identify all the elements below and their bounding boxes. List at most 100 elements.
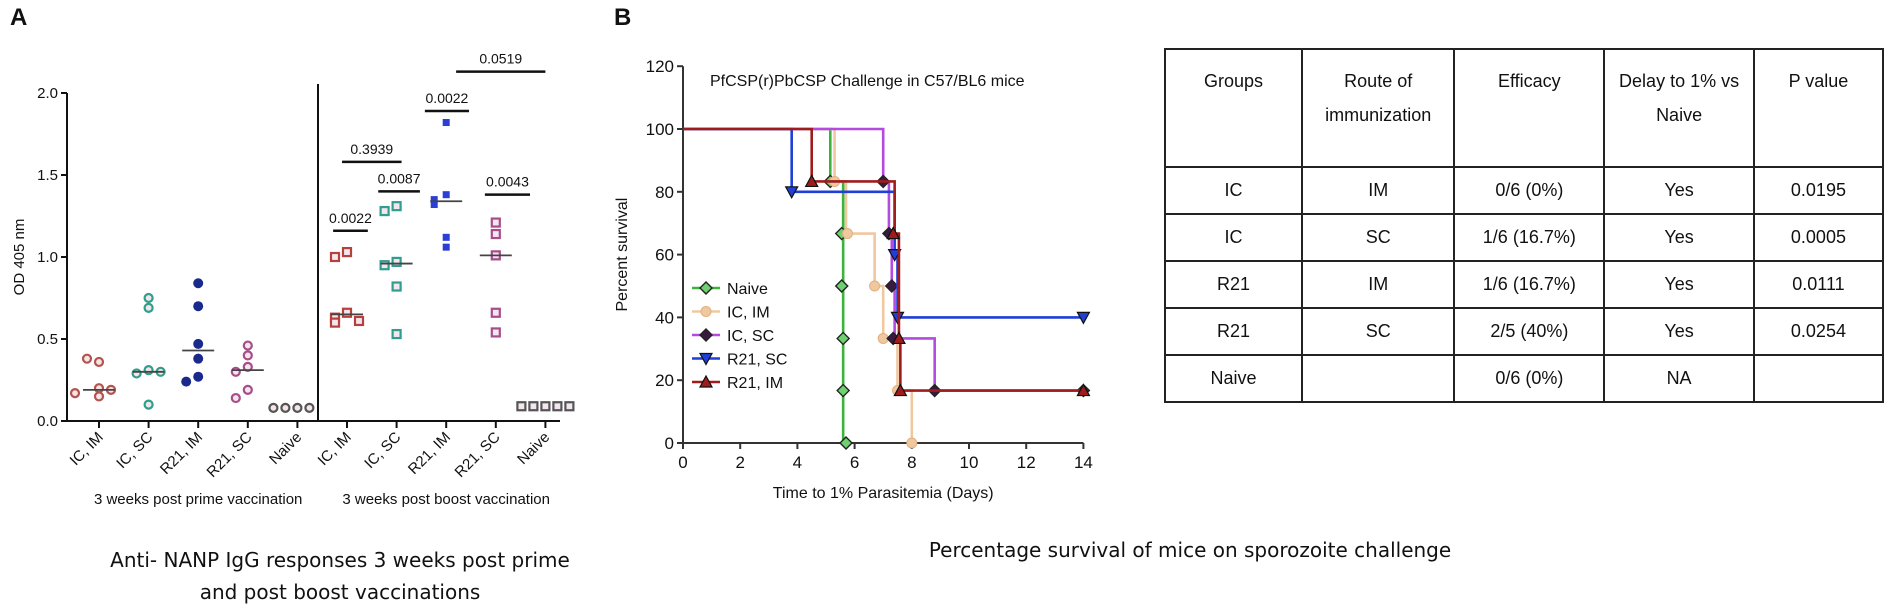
a-data-point xyxy=(391,256,402,268)
a-data-point xyxy=(391,281,402,292)
a-data-point xyxy=(143,302,154,313)
b-legend-label: R21, IM xyxy=(727,375,783,392)
a-y-tick-label: 0.5 xyxy=(37,331,58,348)
a-p-value-label: 0.0087 xyxy=(378,170,421,186)
b-censor-marker xyxy=(869,280,881,292)
a-y-axis-label: OD 405 nm xyxy=(11,219,28,296)
a-data-point xyxy=(430,201,438,209)
b-censor-marker xyxy=(836,331,851,346)
table-row: R21 IM 1/6 (16.7%) Yes 0.0111 xyxy=(1164,260,1884,309)
table-cell: Yes xyxy=(1603,213,1755,262)
a-p-value-label: 0.0043 xyxy=(486,174,529,190)
b-y-tick-label: 80 xyxy=(655,183,674,202)
a-data-point xyxy=(242,350,253,361)
b-y-tick-label: 100 xyxy=(646,120,674,139)
a-data-point xyxy=(490,327,501,338)
b-legend-marker xyxy=(698,374,714,388)
table-cell: 2/5 (40%) xyxy=(1453,307,1606,356)
b-censor-marker xyxy=(884,279,899,293)
table-cell: Yes xyxy=(1603,166,1755,215)
table-cell: Naive xyxy=(1164,354,1303,403)
b-y-tick-label: 40 xyxy=(655,308,674,327)
a-data-point xyxy=(329,317,341,328)
a-data-point xyxy=(391,328,402,340)
b-x-tick-label: 12 xyxy=(1017,453,1036,472)
a-p-value-label: 0.0519 xyxy=(479,51,522,67)
table-row: IC SC 1/6 (16.7%) Yes 0.0005 xyxy=(1164,213,1884,262)
a-data-point xyxy=(242,384,253,395)
a-category-label: Naive xyxy=(514,429,553,468)
table-cell: 0/6 (0%) xyxy=(1453,166,1606,215)
a-data-point xyxy=(391,201,402,212)
a-category-label: IC, IM xyxy=(67,429,107,469)
b-censor-marker xyxy=(834,279,849,293)
a-data-point xyxy=(564,401,575,412)
a-data-point xyxy=(552,401,563,412)
a-data-point xyxy=(143,292,154,304)
a-data-point xyxy=(143,365,154,376)
table-row: IC IM 0/6 (0%) Yes 0.0195 xyxy=(1164,166,1884,215)
b-x-tick-label: 0 xyxy=(678,453,687,472)
b-legend-label: Naive xyxy=(727,281,768,298)
a-data-point xyxy=(131,368,142,379)
a-data-point xyxy=(442,119,450,127)
a-data-point xyxy=(230,392,241,404)
a-data-point xyxy=(193,353,204,364)
b-x-tick-label: 2 xyxy=(735,453,744,472)
b-chart-title: PfCSP(r)PbCSP Challenge in C57/BL6 mice xyxy=(710,73,1025,90)
a-section-label: 3 weeks post prime vaccination xyxy=(94,491,302,508)
a-data-point xyxy=(193,278,204,289)
table-cell: 0.0005 xyxy=(1752,213,1884,262)
a-data-point xyxy=(268,402,279,413)
a-data-point xyxy=(442,243,450,251)
b-censor-marker xyxy=(890,311,905,325)
a-data-point xyxy=(490,217,501,228)
a-data-point xyxy=(430,196,438,204)
header-efficacy: Efficacy xyxy=(1453,48,1606,168)
panel-label-b: B xyxy=(614,4,632,31)
table-cell: R21 xyxy=(1164,260,1303,309)
caption-a-line1: Anti- NANP IgG responses 3 weeks post pr… xyxy=(110,548,570,572)
b-censor-marker xyxy=(893,383,908,397)
table-cell: Yes xyxy=(1603,260,1755,309)
a-data-point xyxy=(540,401,551,412)
header-route: Route of immunization xyxy=(1300,48,1456,168)
a-category-label: Naive xyxy=(266,429,305,468)
a-data-point xyxy=(304,402,315,413)
a-data-point xyxy=(280,402,291,413)
a-data-point xyxy=(230,366,241,377)
table-cell: SC xyxy=(1300,307,1456,356)
panel-label-a: A xyxy=(10,4,28,31)
table-cell xyxy=(1752,354,1884,403)
a-data-point xyxy=(341,246,353,258)
b-legend-marker xyxy=(700,306,712,317)
b-x-axis-label: Time to 1% Parasitemia (Days) xyxy=(773,485,994,502)
a-data-point xyxy=(143,399,154,410)
a-data-point xyxy=(193,301,204,312)
table-cell: IC xyxy=(1164,213,1303,262)
a-category-label: R21, IM xyxy=(405,429,454,478)
a-y-tick-label: 0.0 xyxy=(37,413,58,430)
a-data-point xyxy=(329,251,341,263)
caption-a-line2: and post boost vaccinations xyxy=(199,580,481,604)
b-survival-curve-ic-sc xyxy=(683,127,1084,392)
a-section-label: 3 weeks post boost vaccination xyxy=(342,491,550,508)
table-cell: 0.0195 xyxy=(1752,166,1884,215)
b-x-tick-label: 14 xyxy=(1074,453,1093,472)
a-data-point xyxy=(93,356,105,368)
a-data-point xyxy=(341,307,353,318)
a-data-point xyxy=(379,205,390,217)
a-data-point xyxy=(93,391,105,402)
b-censor-marker xyxy=(804,174,819,188)
a-data-point xyxy=(193,338,204,349)
caption-panel-b: Percentage survival of mice on sporozoit… xyxy=(928,538,1452,562)
b-legend-marker xyxy=(699,281,713,295)
header-p-value: P value xyxy=(1752,48,1884,168)
a-p-value-label: 0.0022 xyxy=(426,90,469,106)
a-data-point xyxy=(379,260,390,271)
a-p-value-label: 0.3939 xyxy=(350,141,393,157)
table-cell: SC xyxy=(1300,213,1456,262)
a-data-point xyxy=(490,307,501,318)
table-row: R21 SC 2/5 (40%) Yes 0.0254 xyxy=(1164,307,1884,356)
